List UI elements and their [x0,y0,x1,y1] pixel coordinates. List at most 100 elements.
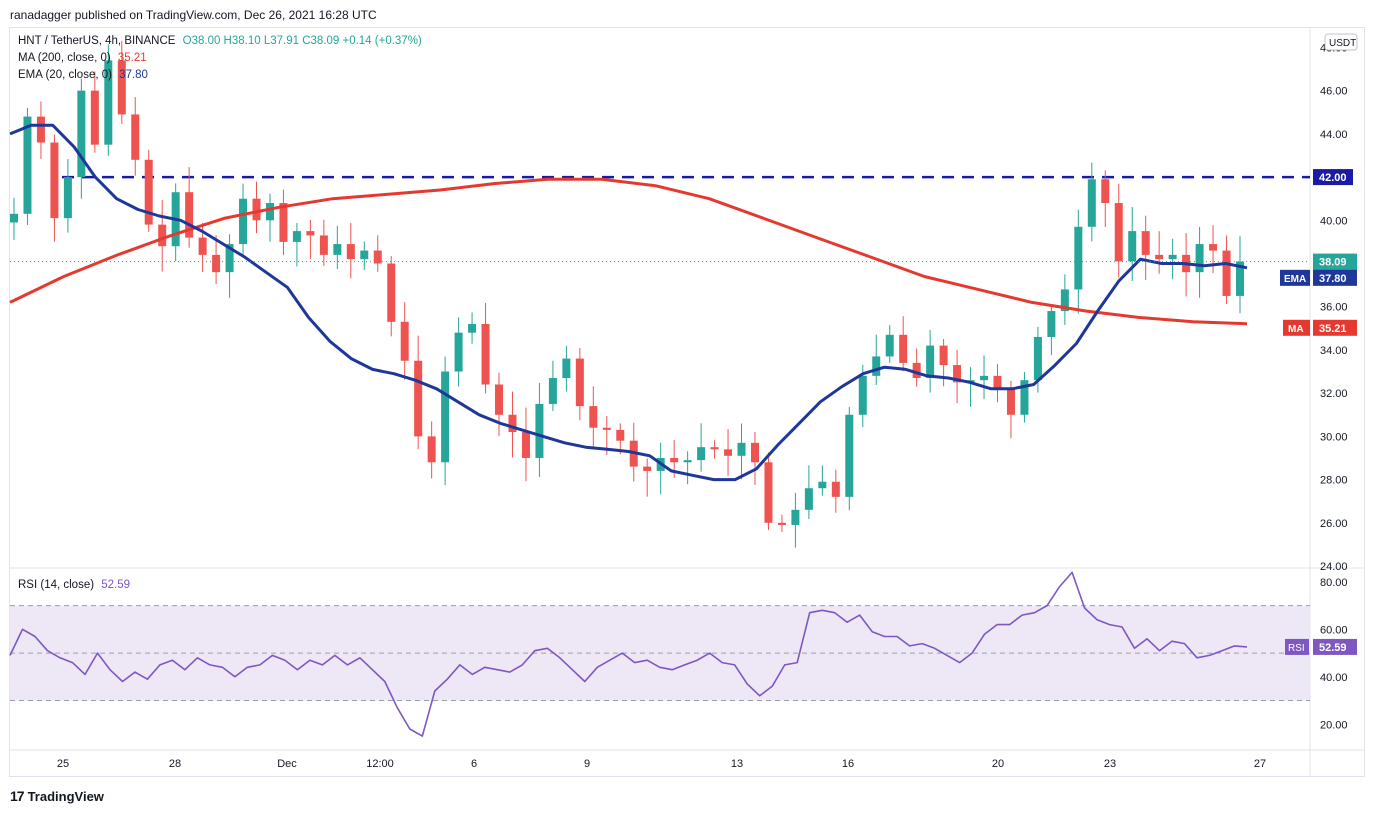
y-tick-label: 44.00 [1320,129,1348,141]
ema-price-label: 37.80 [1319,273,1347,285]
x-tick-label: 16 [842,758,854,770]
candle [90,90,99,145]
ema20-line [9,123,1248,482]
legend-ohlc: O38.00 H38.10 L37.91 C38.09 +0.14 (+0.37… [182,35,422,47]
candle [1195,244,1204,273]
y-tick-label: 26.00 [1320,518,1348,530]
candle [1209,244,1218,251]
candle [117,60,126,115]
y-tick-label: 30.00 [1320,431,1348,443]
candle [225,244,234,273]
x-tick-label: Dec [277,758,297,770]
ema-name-label: EMA [1284,274,1306,285]
legend-symbol-line: HNT / TetherUS, 4h, BINANCE O38.00 H38.1… [18,35,426,47]
candle [535,403,544,458]
candle [1006,388,1015,415]
candle [481,324,490,385]
candle [885,334,894,357]
rsi-y-tick-label: 40.00 [1320,672,1348,684]
legend-ma-label: MA (200, close, 0) [18,52,111,64]
candle [1236,261,1244,296]
candle [737,442,746,456]
rsi-value-label: 52.59 [1319,642,1347,654]
candle [575,358,584,407]
rsi-value-tag [1313,638,1357,655]
candle [63,177,72,219]
candle [441,371,450,463]
candle [36,116,45,143]
candle [643,466,652,471]
candle [346,244,355,260]
x-tick-label: 13 [731,758,743,770]
candle [831,481,840,497]
candle [858,375,867,415]
y-tick-label: 36.00 [1320,302,1348,314]
candle [131,114,140,160]
candle [980,375,989,381]
x-tick-label: 23 [1104,758,1116,770]
y-tick-label: 46.00 [1320,86,1348,98]
candle [50,142,59,219]
candle [1047,311,1056,337]
candle [589,406,598,428]
candle [1155,254,1164,260]
y-tick-label: 32.00 [1320,388,1348,400]
candle [373,250,382,264]
candle [158,224,167,247]
candle [872,356,881,376]
candle [252,198,261,221]
candle [926,345,935,379]
y-tick-label: 40.00 [1320,215,1348,227]
candle [724,449,733,456]
ma-price-label: 35.21 [1319,323,1347,335]
tradingview-footer[interactable]: 17 TradingView [10,788,104,804]
ma-price-tag [1313,319,1357,336]
candle [508,414,517,433]
candle [791,509,800,525]
candle [279,203,288,242]
candle [1060,289,1069,312]
candle [710,447,719,450]
y-tick-label: 28.00 [1320,475,1348,487]
candle [400,321,409,361]
chart-frame [9,27,1365,777]
candle [683,460,692,463]
candle [10,213,18,223]
legend-rsi-line[interactable]: RSI (14, close) 52.59 [18,579,134,591]
legend-symbol[interactable]: HNT / TetherUS, 4h, BINANCE [18,35,176,47]
currency-badge [1324,33,1358,51]
currency-badge-label: USDT [1329,38,1356,49]
candle [306,231,315,236]
candle [562,358,571,379]
legend-ema-label: EMA (20, close, 0) [18,69,112,81]
y-tick-label: 24.00 [1320,561,1348,573]
candle [144,159,153,225]
rsi-name-label: RSI [1288,643,1305,654]
candle [818,481,827,489]
x-tick-label: 20 [992,758,1004,770]
legend-rsi-label: RSI (14, close) [18,579,95,591]
candle [387,263,396,322]
candle [495,384,504,415]
candle [777,522,786,525]
candle [414,360,423,437]
rsi-y-tick-label: 60.00 [1320,624,1348,636]
legend-ma-line[interactable]: MA (200, close, 0) 35.21 [18,52,151,64]
candle [899,334,908,363]
candle [427,436,436,463]
candle [912,362,921,379]
publisher-line: ranadagger published on TradingView.com,… [10,8,377,22]
candle [953,365,962,383]
candle [360,250,369,260]
candle [939,345,948,366]
legend-ema-line[interactable]: EMA (20, close, 0) 37.80 [18,69,152,81]
candle [239,198,248,245]
candle [104,60,113,145]
candle [23,116,32,214]
candle [521,432,530,458]
ma-name-tag [1283,319,1310,336]
candle [198,237,207,255]
rsi-name-tag [1285,638,1309,655]
x-tick-label: 12:00 [366,758,394,770]
